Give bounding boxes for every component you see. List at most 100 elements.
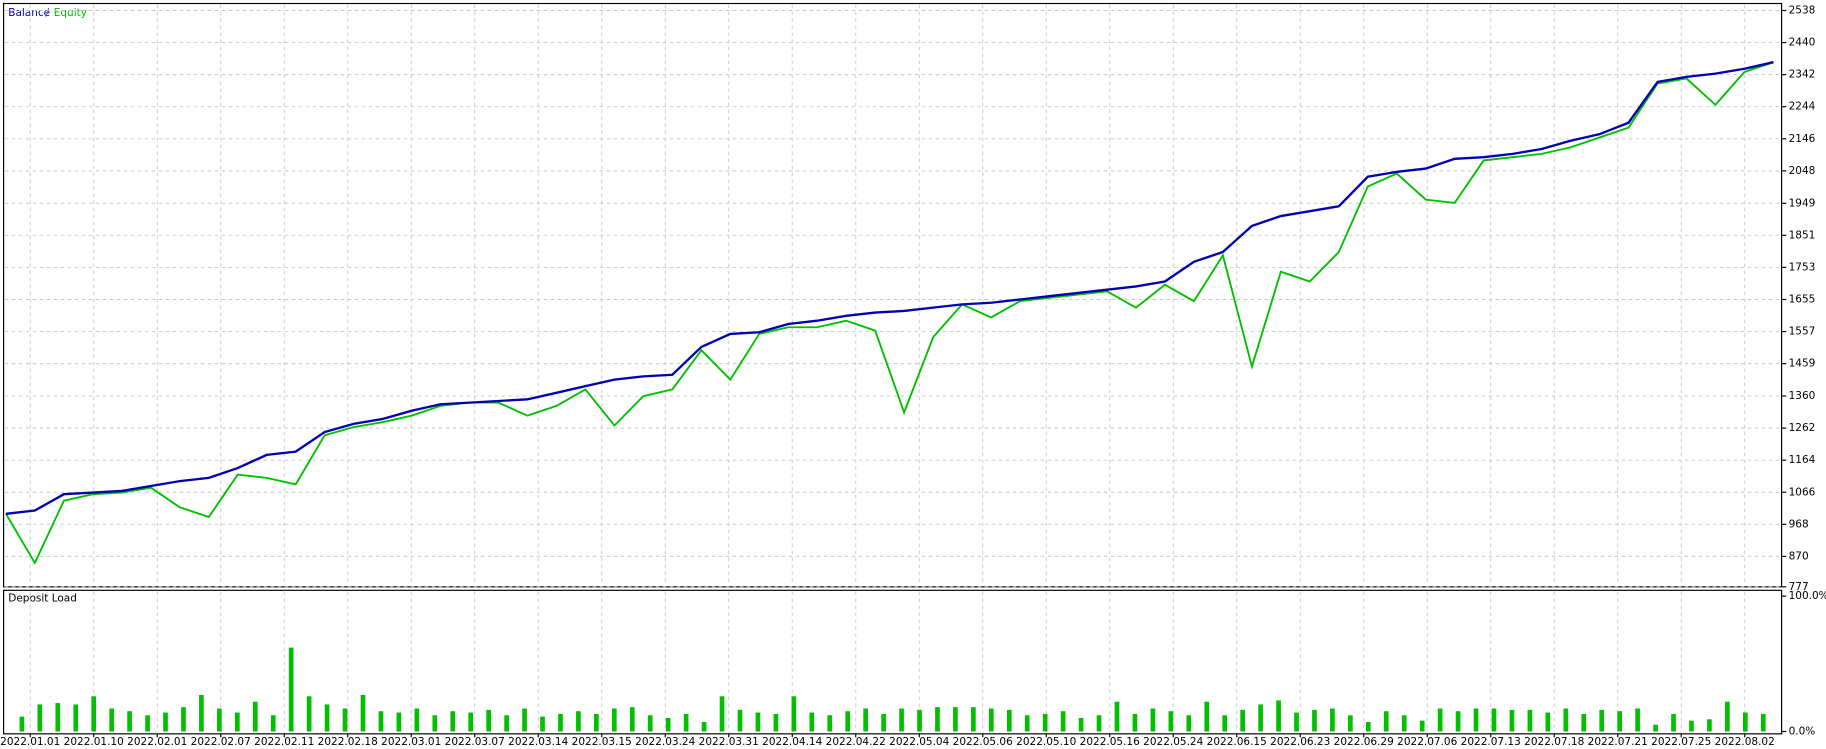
- bar: [1617, 711, 1622, 732]
- bar: [1276, 700, 1281, 732]
- bar: [234, 712, 240, 732]
- legend-equity: Equity: [54, 7, 87, 19]
- bar: [324, 704, 330, 732]
- bar: [432, 715, 438, 732]
- bar: [988, 708, 994, 732]
- bar: [1060, 711, 1066, 732]
- x-tick-label: 2022.06.23: [1270, 736, 1330, 748]
- x-tick-label: 2022.03.14: [508, 736, 568, 748]
- bar: [270, 715, 276, 732]
- x-tick-label: 2022.05.24: [1143, 736, 1203, 748]
- bar: [217, 708, 222, 732]
- bar: [558, 713, 563, 732]
- bar: [1330, 708, 1335, 732]
- bar: [306, 696, 312, 732]
- x-tick-label: 2022.02.11: [254, 736, 314, 748]
- bar: [504, 715, 509, 732]
- x-tick-label: 2022.07.13: [1461, 736, 1521, 748]
- legend-balance: Balance: [8, 7, 50, 19]
- bar: [55, 703, 61, 732]
- bar: [917, 709, 922, 732]
- bar: [1491, 708, 1497, 732]
- bar: [683, 713, 689, 732]
- bar: [1312, 709, 1317, 732]
- bar: [1671, 713, 1676, 732]
- bar: [1581, 713, 1587, 732]
- bar: [414, 708, 420, 732]
- bar: [450, 711, 456, 732]
- bar: [1437, 708, 1443, 732]
- bar: [396, 712, 402, 732]
- bar: [1653, 724, 1658, 732]
- y-tick-label: 2244: [1789, 101, 1816, 113]
- bar: [109, 708, 114, 732]
- bar: [1527, 709, 1533, 732]
- y-tick-label: 777: [1789, 581, 1809, 593]
- bar: [935, 707, 940, 732]
- x-tick-label: 2022.08.02: [1715, 736, 1775, 748]
- bar: [863, 708, 868, 732]
- bar: [1222, 715, 1228, 732]
- x-tick-label: 2022.07.25: [1651, 736, 1711, 748]
- y-tick-label: 1655: [1789, 293, 1816, 305]
- x-tick-label: 2022.07.18: [1524, 736, 1584, 748]
- bar: [1383, 711, 1389, 732]
- y-tick-label: 1557: [1789, 326, 1816, 338]
- bar: [199, 694, 204, 732]
- bar: [127, 711, 132, 732]
- bar: [1078, 717, 1084, 732]
- bar: [1760, 713, 1766, 732]
- bar: [1401, 715, 1407, 732]
- bar: [1742, 712, 1748, 732]
- bar: [1186, 715, 1192, 732]
- bar: [629, 707, 635, 732]
- bar: [701, 722, 707, 732]
- legend-separator: /: [46, 7, 50, 19]
- bar: [360, 694, 366, 732]
- bar: [1042, 713, 1048, 732]
- bar: [1096, 715, 1102, 732]
- bar: [1204, 701, 1210, 732]
- bar: [1545, 712, 1551, 732]
- bar: [971, 707, 976, 732]
- main-frame: [2, 2, 1783, 588]
- x-tick-label: 2022.05.10: [1016, 736, 1076, 748]
- x-tick-label: 2022.03.31: [699, 736, 759, 748]
- bar: [1240, 709, 1245, 732]
- bar: [163, 712, 168, 732]
- x-tick-label: 2022.05.16: [1080, 736, 1140, 748]
- bar: [791, 696, 797, 732]
- series-line: [5, 61, 1774, 565]
- bar: [1258, 704, 1263, 732]
- y-tick-label: 2146: [1789, 133, 1816, 145]
- bar: [737, 709, 743, 732]
- y-tick-label: 100.0%: [1789, 590, 1826, 602]
- bar: [252, 701, 258, 732]
- series-line: [5, 61, 1774, 515]
- bar: [899, 708, 904, 732]
- bar: [1006, 709, 1012, 732]
- y-tick-label: 1949: [1789, 197, 1816, 209]
- bar: [755, 712, 761, 732]
- panel-title: Deposit Load: [8, 593, 77, 605]
- bar: [594, 713, 599, 732]
- bar: [1114, 701, 1120, 732]
- y-tick-label: 1164: [1789, 454, 1816, 466]
- x-tick-label: 2022.02.01: [127, 736, 187, 748]
- bar: [378, 711, 384, 732]
- bar: [522, 708, 527, 732]
- y-tick-label: 1753: [1789, 261, 1816, 273]
- y-tick-label: 2048: [1789, 165, 1816, 177]
- bar: [145, 715, 150, 732]
- bar: [809, 712, 815, 732]
- bar: [1707, 719, 1712, 732]
- bar: [1348, 715, 1353, 732]
- bar: [647, 715, 653, 732]
- bar: [1563, 708, 1569, 732]
- bar: [1419, 720, 1425, 732]
- x-tick-label: 2022.03.15: [572, 736, 632, 748]
- bar: [773, 713, 779, 732]
- y-tick-label: 1851: [1789, 229, 1816, 241]
